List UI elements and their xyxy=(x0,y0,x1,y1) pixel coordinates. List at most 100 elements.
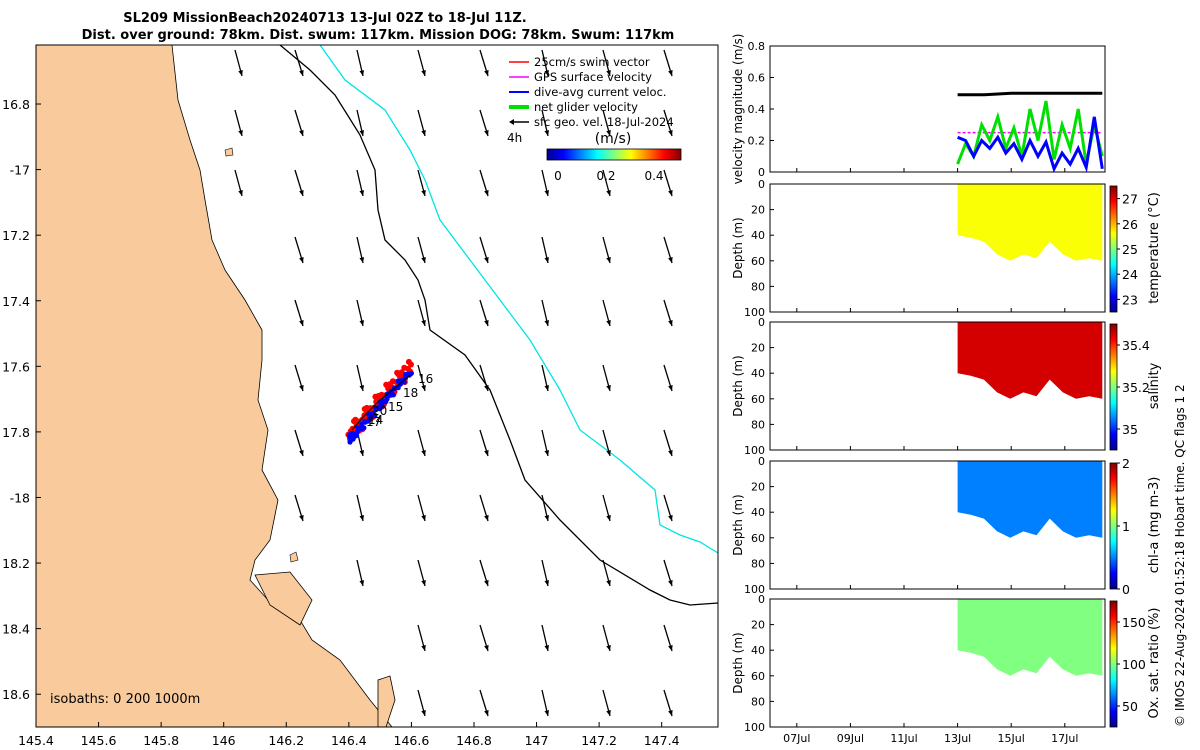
current-arrowhead-6-2 xyxy=(299,450,304,456)
panel-0-series-2 xyxy=(956,100,1104,165)
panel-4-ylabel: Depth (m) xyxy=(731,632,745,693)
panel-1-ytick-label-5: 100 xyxy=(744,306,765,319)
current-arrowhead-0-8 xyxy=(668,70,673,76)
legend-label-gps: GPS surface velocity xyxy=(534,70,652,84)
current-arrowhead-3-2 xyxy=(299,257,304,263)
land-island-south xyxy=(377,675,396,728)
map-ytick-label-9: 18.6 xyxy=(2,687,30,702)
panel-3-ylabel: Depth (m) xyxy=(731,494,745,555)
track-swim-point-36 xyxy=(378,391,385,398)
panel-1-ytick-label-2: 40 xyxy=(751,229,765,242)
current-arrowhead-4-4 xyxy=(421,320,426,326)
panel-1-colorbar-label: temperature (°C) xyxy=(1147,192,1162,304)
track-label-3: 20 xyxy=(372,404,387,418)
map-current-arrows xyxy=(234,49,673,717)
current-arrowhead-2-6 xyxy=(544,190,550,196)
current-arrowhead-6-3 xyxy=(359,450,365,456)
current-arrowhead-2-1 xyxy=(238,190,243,196)
panel-1-ytick-label-3: 60 xyxy=(751,255,765,268)
glider-track xyxy=(345,358,414,445)
panel-2-colorbar-tick-label-1: 35.2 xyxy=(1122,380,1150,395)
current-arrowhead-7-2 xyxy=(299,515,304,521)
panel-4-xtick-label-3: 13Jul xyxy=(944,732,971,745)
panel-0-ytick-label-2: 0.4 xyxy=(748,103,766,116)
panel-3-ytick-label-1: 20 xyxy=(751,481,765,494)
track-label-0: 16 xyxy=(418,372,433,386)
panel-1-colorbar-tick-label-3: 24 xyxy=(1122,267,1138,282)
panel-0-ytick-label-4: 0.8 xyxy=(748,40,766,53)
map-colorbar-tick-1: 0.2 xyxy=(596,169,615,183)
current-arrowhead-2-7 xyxy=(606,190,611,196)
panel-1-ytick-label-1: 20 xyxy=(751,204,765,217)
panel-4-colorbar xyxy=(1109,600,1118,728)
current-arrowhead-8-3 xyxy=(359,580,365,586)
map-axes: 145.4 145.6 145.8 146 146.2 146.4 146.6 146.8 14… xyxy=(2,97,679,748)
panel-2-colorbar xyxy=(1109,323,1118,451)
panel-4-ytick-label-4: 80 xyxy=(751,695,765,708)
current-arrowhead-0-5 xyxy=(484,70,489,76)
map-xtick-label-4: 146.2 xyxy=(268,733,304,748)
legend-label-net: net glider velocity xyxy=(534,100,638,114)
map-colorbar-tick-0: 0 xyxy=(554,169,562,183)
legend-entry-gps: GPS surface velocity xyxy=(509,70,652,84)
current-arrowhead-1-7 xyxy=(606,130,611,136)
panel-1-colorbar xyxy=(1109,185,1118,313)
panel-2: 35.4 35.2 35 salinity 0 20 40 60 80 100 Depth (m) xyxy=(731,316,1162,457)
panel-0-ytick-label-0: 0 xyxy=(758,166,765,179)
panel-4-xtick-label-1: 09Jul xyxy=(837,732,864,745)
map-frame xyxy=(35,44,719,728)
panel-4-ytick-label-0: 0 xyxy=(758,593,765,606)
panel-1-ylabel: Depth (m) xyxy=(731,217,745,278)
map-xtick-label-8: 147 xyxy=(525,733,549,748)
legend-swatch-geo-head xyxy=(509,119,514,125)
track-current-point-29 xyxy=(381,399,387,405)
track-swim-point-25 xyxy=(367,405,374,412)
map-xtick-label-10: 147.4 xyxy=(644,733,680,748)
isobaths-label: isobaths: 0 200 1000m xyxy=(50,692,200,707)
map-colorbar xyxy=(546,148,682,161)
panel-3-ytick-label-0: 0 xyxy=(758,455,765,468)
track-current-point-49 xyxy=(408,370,414,376)
time-label: 4h xyxy=(507,131,522,145)
panel-2-ytick-label-5: 100 xyxy=(744,444,765,457)
map-ytick-label-8: 18.4 xyxy=(2,622,30,637)
track-label-2: 15 xyxy=(388,400,403,414)
panel-1-colorbar-tick-label-0: 27 xyxy=(1122,192,1138,207)
panel-0-ytick-label-3: 0.6 xyxy=(748,72,766,85)
current-arrowhead-7-5 xyxy=(484,515,489,521)
credit-text: © IMOS 22-Aug-2024 01:52:18 Hobart time.… xyxy=(1173,384,1187,727)
current-arrowhead-0-2 xyxy=(299,70,304,76)
current-arrowhead-3-4 xyxy=(421,257,426,263)
panel-4-ytick-label-1: 20 xyxy=(751,619,765,632)
current-arrowhead-8-5 xyxy=(484,580,489,586)
current-arrowhead-9-8 xyxy=(668,645,673,651)
panel-3-colorbar-tick-label-0: 2 xyxy=(1122,456,1130,471)
legend-label-geo: sfc geo. vel. 18-Jul-2024 xyxy=(534,115,674,129)
map-ytick-label-7: 18.2 xyxy=(2,556,30,571)
current-arrowhead-5-5 xyxy=(484,385,489,391)
current-arrowhead-5-3 xyxy=(359,385,365,391)
current-arrowhead-4-7 xyxy=(606,320,611,326)
land-islet-mid xyxy=(289,551,299,563)
current-arrowhead-0-1 xyxy=(238,70,243,76)
current-arrowhead-1-3 xyxy=(359,130,365,136)
land-mainland xyxy=(35,44,393,728)
map-xtick-label-6: 146.6 xyxy=(394,733,430,748)
panel-1-colorbar-tick-label-2: 25 xyxy=(1122,242,1138,257)
panel-2-ytick-label-0: 0 xyxy=(758,316,765,329)
current-arrowhead-6-7 xyxy=(606,450,611,456)
track-current-point-6 xyxy=(354,429,360,435)
map-xtick-label-0: 145.4 xyxy=(18,733,54,748)
panel-3-colorbar xyxy=(1109,462,1118,590)
legend-label-swim: 25cm/s swim vector xyxy=(534,55,650,69)
current-arrowhead-1-1 xyxy=(238,130,243,136)
current-arrowhead-6-6 xyxy=(544,450,550,456)
panel-0-series-0 xyxy=(957,91,1103,97)
current-arrowhead-1-5 xyxy=(484,130,489,136)
title-line-2: Dist. over ground: 78km. Dist. swum: 117… xyxy=(82,28,675,43)
current-arrowhead-2-2 xyxy=(299,190,304,196)
panel-4-xtick-label-2: 11Jul xyxy=(890,732,917,745)
current-arrowhead-1-2 xyxy=(299,130,304,136)
legend-entry-net: net glider velocity xyxy=(509,100,638,114)
